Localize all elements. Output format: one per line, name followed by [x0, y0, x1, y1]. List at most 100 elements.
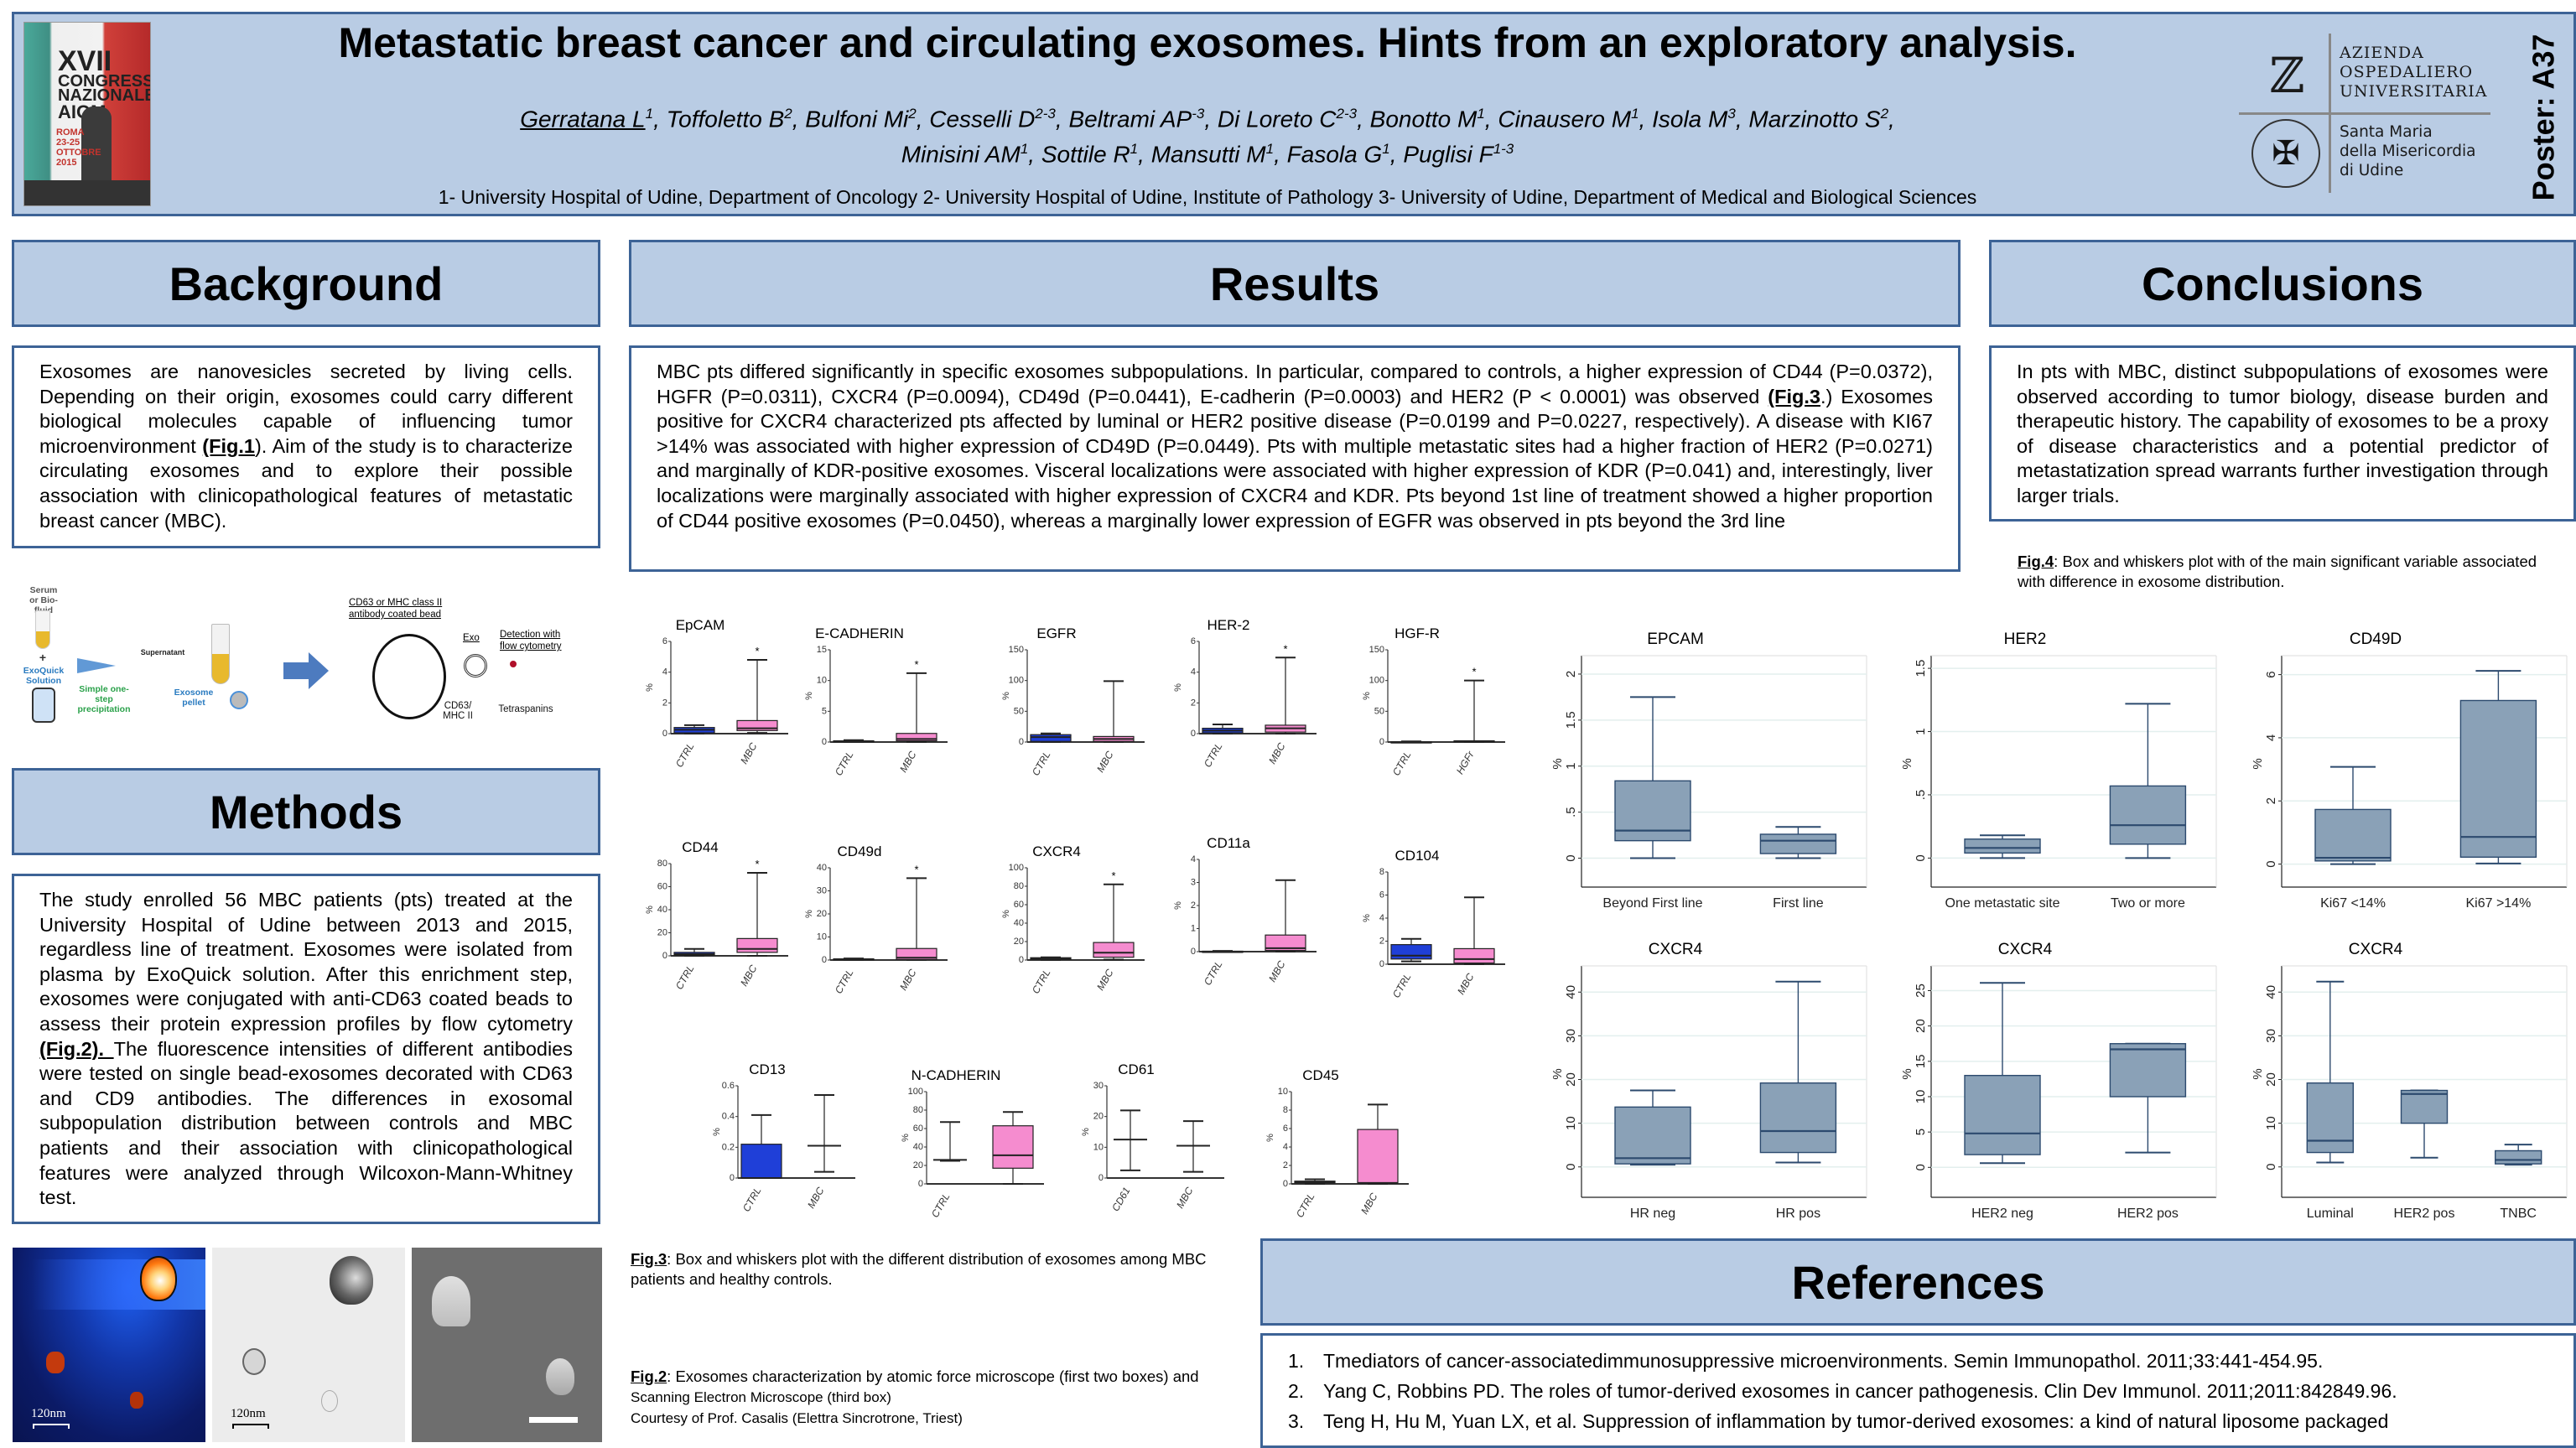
y-tick-label: 0 [1019, 737, 1024, 747]
poster-id-label: Poster: A37 [2526, 34, 2560, 201]
methods-heading: Methods [12, 768, 600, 855]
x-category-label: One metastatic site [1945, 896, 2060, 911]
x-category-label: TNBC [2500, 1207, 2537, 1221]
supernatant-label: Supernatant [140, 648, 185, 657]
author-affiliation-sup: 2 [784, 106, 792, 122]
box [1614, 780, 1691, 842]
box-mbc [736, 719, 778, 731]
results-text-part: .) Exosomes positive for CXCR4 character… [657, 385, 1934, 532]
exosome-particle-small [242, 1348, 266, 1375]
x-category-label: MBC [1358, 1191, 1380, 1216]
fig4-chart-her2-1: HER2 0 .5 1 1.5% One metastatic site Two or mo… [1900, 631, 2217, 911]
y-axis-label: % [2251, 1068, 2265, 1079]
y-tick-label: .5 [1564, 807, 1578, 817]
author-affiliation-sup: 1 [1130, 141, 1139, 158]
y-tick-label: 6 [2264, 671, 2278, 677]
big-arrow-shaft [283, 662, 310, 679]
author-name: Toffoletto B [666, 106, 785, 132]
y-tick-label: 40 [2264, 985, 2278, 999]
y-tick-label: 80 [657, 859, 667, 869]
y-tick-label: 20 [1093, 1112, 1104, 1122]
logo-line: UNIVERSITARIA [2340, 82, 2488, 101]
chart-title: CXCR4 [1998, 941, 2053, 958]
references-heading: References [1260, 1238, 2576, 1326]
x-category-label: Ki67 >14% [2465, 896, 2531, 911]
fig4-chart-cxcr4-3: CXCR4 0 10 20 30 40% HR neg HR pos [1550, 941, 1867, 1221]
box-mbc [1265, 934, 1306, 952]
y-tick-label: 8 [1379, 867, 1384, 877]
exosome-particle-large [432, 1276, 470, 1326]
fig1-reference-link[interactable]: (Fig.1 [202, 434, 255, 457]
fig2-caption: Fig.2: Exosomes characterization by atom… [631, 1367, 1234, 1429]
y-tick-label: 1 [1564, 763, 1578, 770]
y-tick-label: 4 [662, 667, 667, 677]
chart-title: EPCAM [1647, 631, 1704, 648]
y-tick-label: 60 [1014, 900, 1024, 910]
y-tick-label: 100 [1009, 676, 1024, 686]
y-tick-label: 80 [1014, 881, 1024, 891]
tetraspanins-label: Tetraspanins [498, 704, 553, 714]
x-category-label: CTRL [1390, 972, 1414, 1000]
box-ctrl [1390, 944, 1432, 960]
box [1759, 1082, 1837, 1154]
fig2-reference-link[interactable]: (Fig.2). [39, 1037, 114, 1060]
y-axis-label: % [1173, 901, 1183, 910]
exosome-pellet-label: Exosome pellet [174, 688, 214, 708]
results-heading: Results [629, 240, 1961, 327]
y-tick-label: 20 [1564, 1072, 1578, 1087]
x-category-label: CTRL [1202, 741, 1225, 770]
y-tick-label: 0 [662, 951, 667, 961]
poster-header [12, 12, 2576, 216]
x-category-label: CTRL [1294, 1191, 1317, 1220]
significance-star: * [1472, 666, 1476, 678]
fig3-chart-cd104: CD104 0 2 4 6 8% CTRL MBC [1362, 848, 1505, 1000]
y-tick-label: 1.5 [1564, 711, 1578, 729]
afm-micrograph-grayscale: 120nm [212, 1248, 405, 1442]
fig4-chart-cxcr4-4: CXCR4 0 5 10 15 20 25% HER2 neg HER2 pos [1900, 941, 2217, 1221]
box-mbc [736, 937, 778, 953]
y-tick-label: 20 [817, 909, 827, 919]
y-tick-label: 15 [1914, 1054, 1928, 1068]
logo-line: della Misericordia [2340, 143, 2476, 160]
y-tick-label: 30 [1093, 1081, 1104, 1091]
bead-label: CD63 or MHC class II antibody coated bea… [349, 598, 443, 620]
y-tick-label: 150 [1369, 645, 1384, 655]
y-axis-label: % [645, 906, 655, 914]
y-tick-label: 10 [1914, 1090, 1928, 1104]
y-axis-label: % [1362, 914, 1372, 922]
reference-number: 3. [1288, 1410, 1305, 1432]
x-category-label: HER2 pos [2394, 1207, 2455, 1221]
results-text-part: MBC pts differed significantly in specif… [657, 361, 1933, 407]
y-tick-label: 5 [822, 706, 827, 716]
y-tick-label: 0 [2264, 860, 2278, 867]
fig3-reference-link[interactable]: (Fig.3 [1768, 385, 1820, 407]
chart-title: HER-2 [1207, 617, 1249, 633]
pellet-tube-icon [211, 624, 230, 684]
congress-edition: XVII [58, 45, 112, 77]
y-tick-label: 0 [1098, 1173, 1104, 1183]
chart-title: CD45 [1302, 1067, 1338, 1083]
box-mbc [1093, 942, 1135, 958]
y-tick-label: 20 [913, 1160, 923, 1170]
y-tick-label: 0 [2264, 1164, 2278, 1170]
y-tick-label: 1.5 [1914, 660, 1928, 677]
box [2400, 1089, 2449, 1124]
exosome-particle-small [546, 1358, 574, 1395]
reference-item: 1. Tmediators of cancer-associatedimmunos… [1288, 1346, 2548, 1376]
methods-text-part: The study enrolled 56 MBC patients (pts)… [39, 889, 573, 1035]
y-tick-label: 2 [662, 698, 667, 708]
y-tick-label: 5 [1914, 1129, 1928, 1135]
conclusions-heading-text: Conclusions [2141, 257, 2424, 310]
x-category-label: CD61 [1109, 1186, 1132, 1214]
x-category-label: CTRL [833, 750, 856, 778]
y-tick-label: 6 [1379, 890, 1384, 900]
fig3-chart-cd11a: CD11a 0 1 2 3 4% CTRL MBC [1173, 835, 1317, 988]
cd63-label: CD63/ MHC II [443, 701, 473, 721]
y-axis-label: % [901, 1134, 911, 1142]
y-axis-label: % [1362, 692, 1372, 700]
exo-label: Exo [463, 633, 480, 643]
background-text-part: Exosomes are nanovesicles secreted by li… [39, 361, 573, 457]
author-name: Beltrami AP [1068, 106, 1192, 132]
chart-title: CXCR4 [1032, 843, 1081, 859]
chart-title: HER2 [2004, 631, 2047, 648]
